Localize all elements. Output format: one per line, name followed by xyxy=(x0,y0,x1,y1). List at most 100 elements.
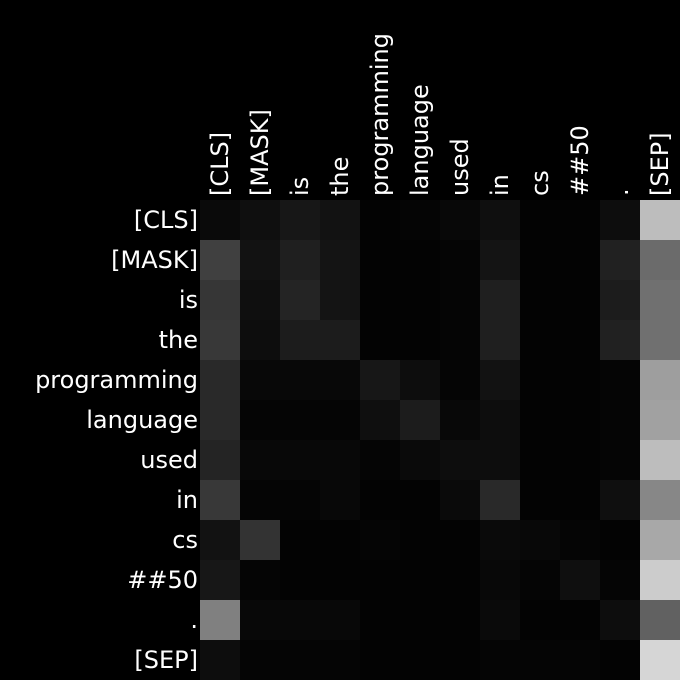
x-tick-label: cs xyxy=(526,170,554,196)
heatmap-cell xyxy=(600,280,640,320)
heatmap-cell xyxy=(640,520,680,560)
heatmap-cell xyxy=(400,480,440,520)
heatmap-cell xyxy=(440,320,480,360)
heatmap-cell xyxy=(360,440,400,480)
heatmap-cell xyxy=(280,520,320,560)
heatmap-cell xyxy=(240,240,280,280)
heatmap-cell xyxy=(520,200,560,240)
heatmap-cell xyxy=(360,640,400,680)
x-tick-labels: [CLS] [MASK] is the programming language used i… xyxy=(206,33,674,196)
x-tick-label: . xyxy=(606,188,634,196)
heatmap-cell xyxy=(400,600,440,640)
heatmap-cell xyxy=(240,520,280,560)
heatmap-cell xyxy=(280,240,320,280)
heatmap-cell xyxy=(520,440,560,480)
y-tick-label: [SEP] xyxy=(134,646,198,674)
heatmap-cell xyxy=(440,240,480,280)
heatmap-cell xyxy=(560,480,600,520)
heatmap-cell xyxy=(640,240,680,280)
heatmap-cell xyxy=(520,400,560,440)
heatmap-cell xyxy=(480,320,520,360)
heatmap-cell xyxy=(600,320,640,360)
heatmap-cell xyxy=(440,600,480,640)
heatmap-cell xyxy=(240,400,280,440)
heatmap-cell xyxy=(640,560,680,600)
heatmap-cell xyxy=(480,240,520,280)
x-tick-label: [SEP] xyxy=(646,132,674,196)
heatmap-cell xyxy=(280,320,320,360)
heatmap-cell xyxy=(360,600,400,640)
heatmap-cell xyxy=(560,640,600,680)
heatmap-cell xyxy=(320,320,360,360)
heatmap-cell xyxy=(200,240,240,280)
heatmap-cell xyxy=(320,360,360,400)
heatmap-cell xyxy=(480,600,520,640)
x-tick-label: used xyxy=(446,138,474,196)
heatmap-cell xyxy=(200,400,240,440)
heatmap-cell xyxy=(280,600,320,640)
x-tick-label: in xyxy=(486,174,514,196)
heatmap-cell xyxy=(280,440,320,480)
heatmap-cell xyxy=(560,600,600,640)
y-tick-label: cs xyxy=(172,526,198,554)
heatmap-cell xyxy=(400,240,440,280)
x-tick-label: [MASK] xyxy=(246,109,274,196)
heatmap-cell xyxy=(440,640,480,680)
heatmap-cell xyxy=(360,400,400,440)
heatmap-cell xyxy=(440,440,480,480)
heatmap-cell xyxy=(320,600,360,640)
heatmap-cell xyxy=(440,520,480,560)
heatmap-cell xyxy=(240,480,280,520)
heatmap-cell xyxy=(640,280,680,320)
heatmap-cell xyxy=(640,400,680,440)
heatmap-cell xyxy=(320,200,360,240)
heatmap-cell xyxy=(360,560,400,600)
heatmap-cell xyxy=(200,280,240,320)
heatmap-cell xyxy=(280,640,320,680)
heatmap-cell xyxy=(240,440,280,480)
heatmap-cell xyxy=(200,560,240,600)
heatmap-cell xyxy=(400,640,440,680)
heatmap-cell xyxy=(200,440,240,480)
heatmap-cell xyxy=(640,320,680,360)
heatmap-cell xyxy=(280,400,320,440)
y-tick-label: used xyxy=(140,446,198,474)
heatmap-cell xyxy=(600,400,640,440)
y-tick-label: in xyxy=(176,486,198,514)
heatmap-cell xyxy=(480,440,520,480)
heatmap-cell xyxy=(520,640,560,680)
heatmap-cell xyxy=(240,280,280,320)
heatmap-cell xyxy=(520,320,560,360)
heatmap-cell xyxy=(200,600,240,640)
heatmap-cell xyxy=(600,360,640,400)
heatmap-cell xyxy=(560,360,600,400)
heatmap-cell xyxy=(520,280,560,320)
heatmap-cell xyxy=(240,640,280,680)
heatmap-cell xyxy=(640,200,680,240)
heatmap-cell xyxy=(520,480,560,520)
heatmap-cell xyxy=(480,280,520,320)
heatmap-cell xyxy=(240,320,280,360)
heatmap-cell xyxy=(320,280,360,320)
x-tick-label: language xyxy=(406,84,434,196)
x-tick-label: programming xyxy=(366,33,394,196)
y-tick-label: is xyxy=(179,286,198,314)
heatmap-cell xyxy=(640,360,680,400)
heatmap-cell xyxy=(280,280,320,320)
heatmap-cell xyxy=(360,480,400,520)
heatmap-cell xyxy=(400,200,440,240)
heatmap-cell xyxy=(200,200,240,240)
heatmap-cell xyxy=(600,480,640,520)
heatmap-cell xyxy=(560,240,600,280)
heatmap-cell xyxy=(480,520,520,560)
heatmap-cell xyxy=(400,360,440,400)
heatmap-cell xyxy=(360,280,400,320)
heatmap-cell xyxy=(520,360,560,400)
heatmap-cell xyxy=(240,560,280,600)
heatmap-cell xyxy=(320,520,360,560)
heatmap-cell xyxy=(320,640,360,680)
heatmap-cell xyxy=(280,200,320,240)
heatmap-cell xyxy=(560,200,600,240)
heatmap-cell xyxy=(480,480,520,520)
